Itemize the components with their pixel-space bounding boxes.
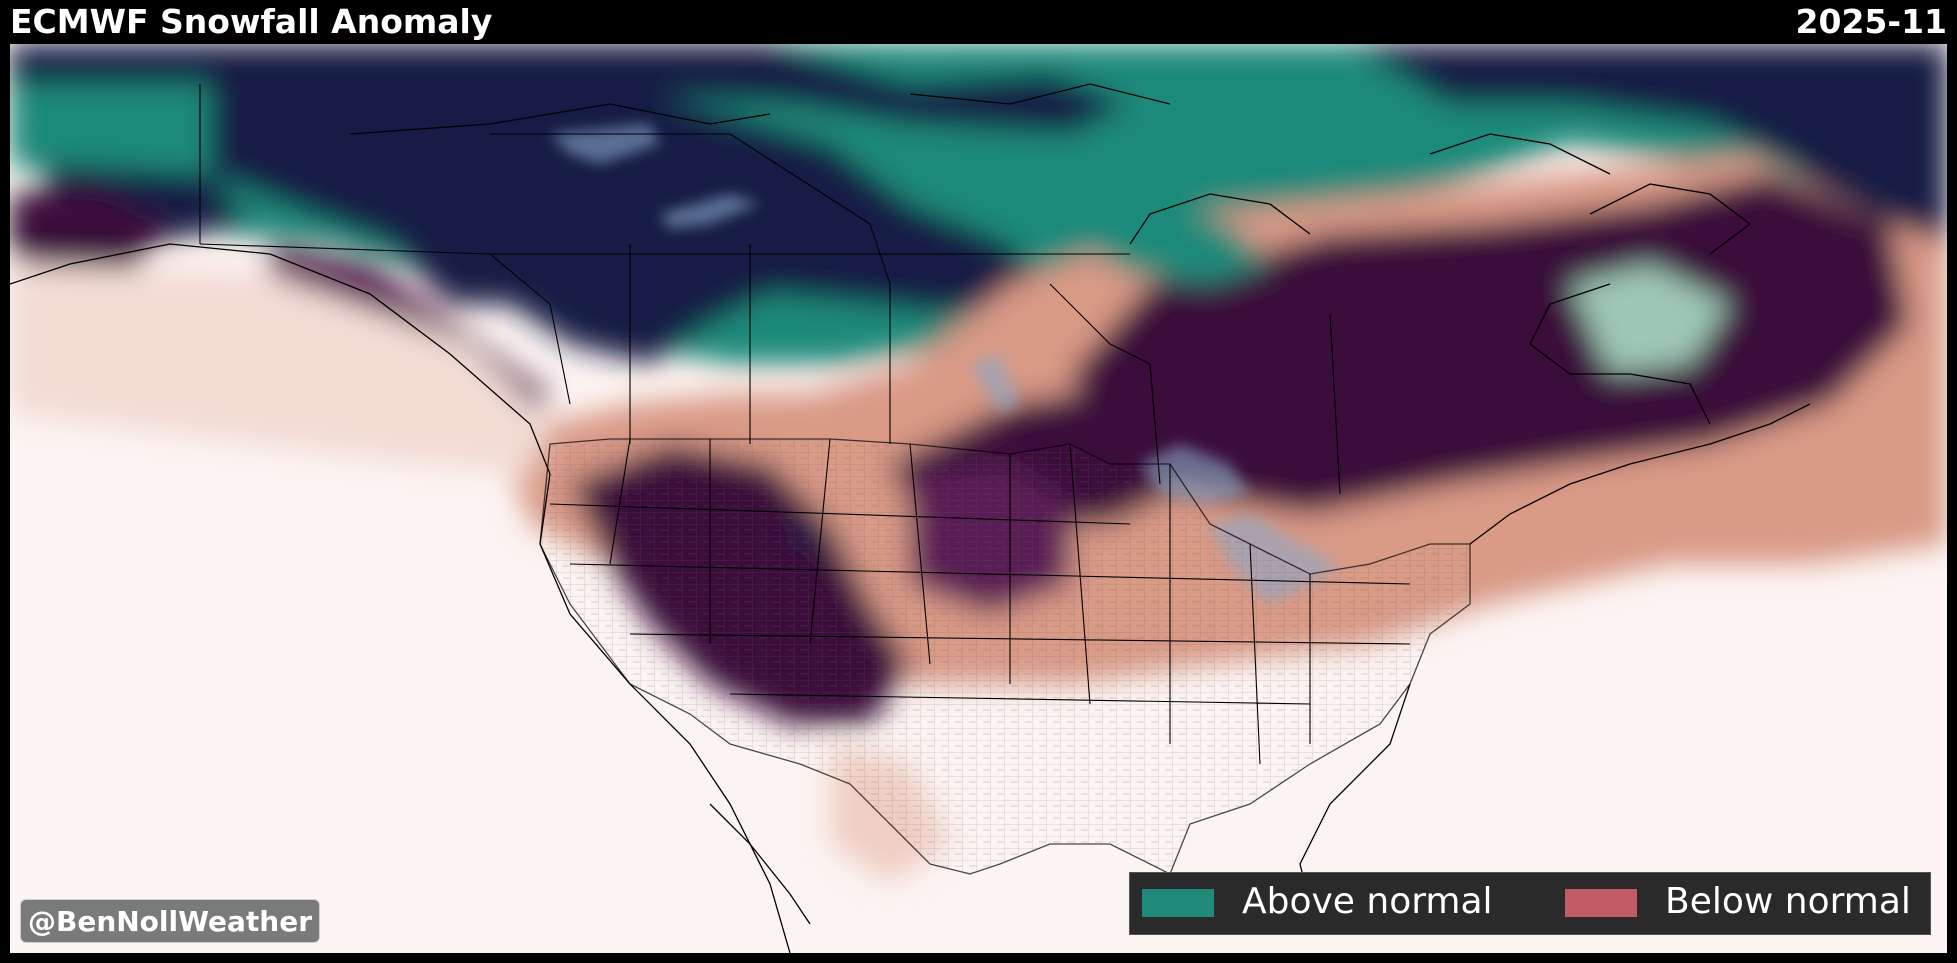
above-ontario [1030,194,1270,284]
map-date: 2025-11 [1795,2,1947,41]
legend-label-below: Below normal [1665,881,1911,922]
much-above-northeast [1350,44,1947,244]
above-quebec-pocket [1570,264,1730,374]
header-bar: ECMWF Snowfall Anomaly 2025-11 [0,0,1957,44]
us-states-overlay [539,438,1471,875]
much-above-interior [210,64,1050,364]
map-title: ECMWF Snowfall Anomaly [10,2,493,41]
below-normal-swatch [1565,889,1637,917]
much-above-arctic [10,44,1130,134]
map-legend: Above normal Below normal [1129,872,1931,935]
anomaly-map [10,44,1947,953]
much-below-canada-east [1070,174,1910,514]
below-pacific [10,264,550,474]
borders [199,84,1341,495]
author-credit: @BenNollWeather [20,899,320,943]
map-canvas [10,44,1947,953]
above-normal-swatch [1142,889,1214,917]
legend-label-above: Above normal [1242,881,1493,922]
